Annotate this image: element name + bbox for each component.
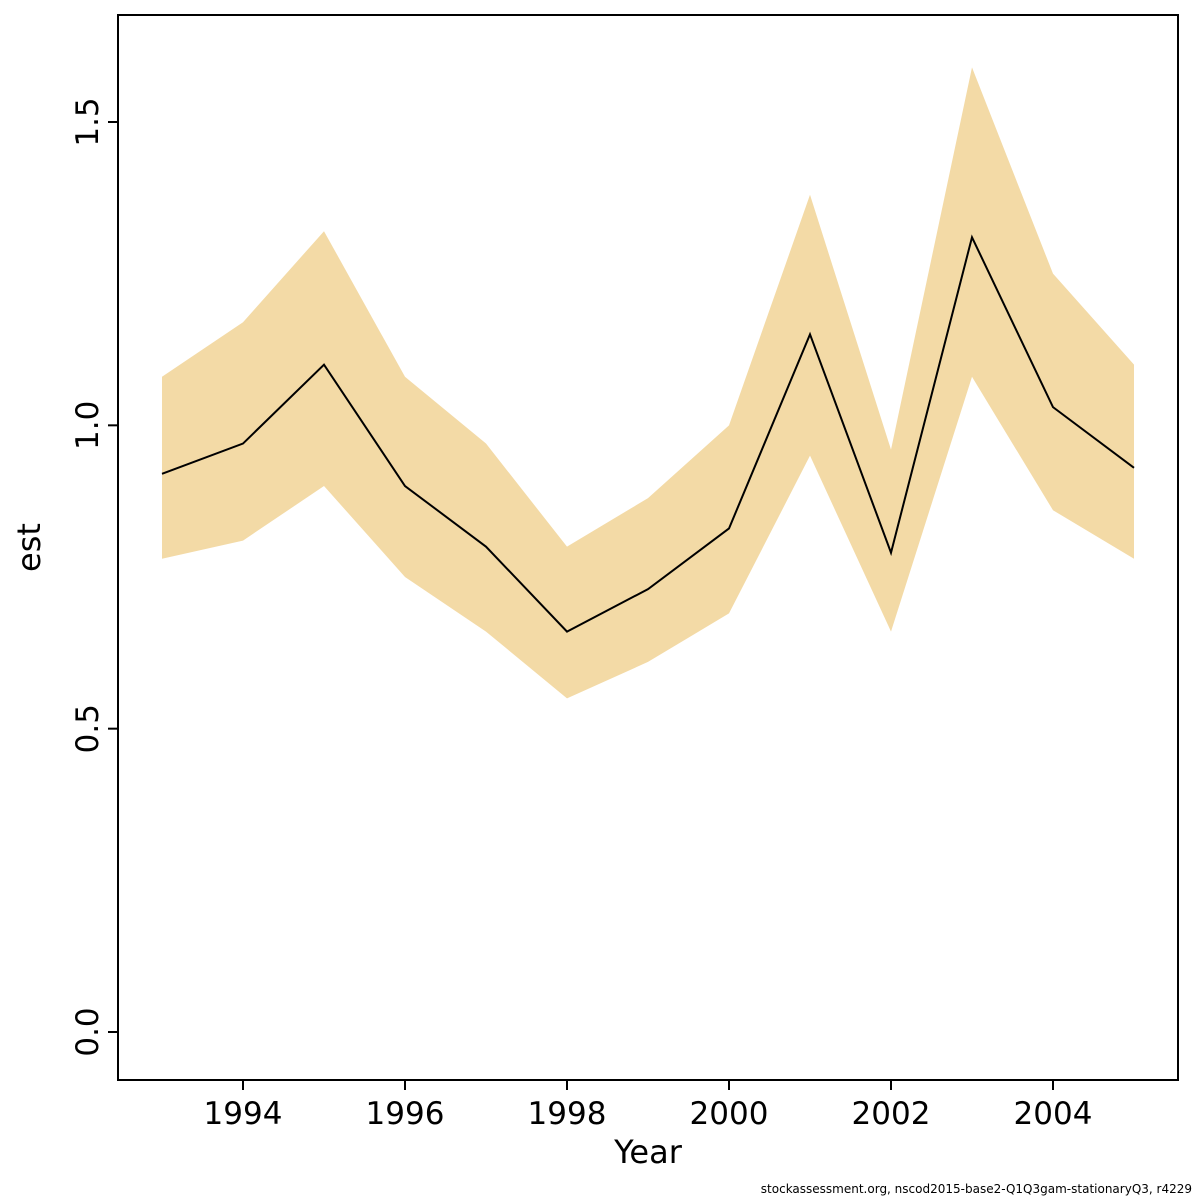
x-tick-label: 1994 — [204, 1096, 283, 1132]
source-attribution: stockassessment.org, nscod2015-base2-Q1Q… — [760, 1182, 1192, 1196]
x-tick-label: 1996 — [366, 1096, 445, 1132]
plot-border — [117, 14, 1179, 1081]
x-tick-label: 1998 — [528, 1096, 607, 1132]
x-tick-label: 2002 — [852, 1096, 931, 1132]
confidence-band — [162, 67, 1134, 699]
y-axis-title: est — [10, 523, 48, 572]
y-tick-label: 1.5 — [70, 97, 106, 146]
x-axis-title: Year — [613, 1133, 683, 1171]
estimate-line — [161, 234, 1135, 633]
y-tick-label: 1.0 — [70, 401, 106, 450]
y-tick-label: 0.5 — [70, 704, 106, 753]
y-tick-label: 0.0 — [70, 1007, 106, 1056]
x-tick-label: 2004 — [1014, 1096, 1093, 1132]
x-tick-label: 2000 — [690, 1096, 769, 1132]
